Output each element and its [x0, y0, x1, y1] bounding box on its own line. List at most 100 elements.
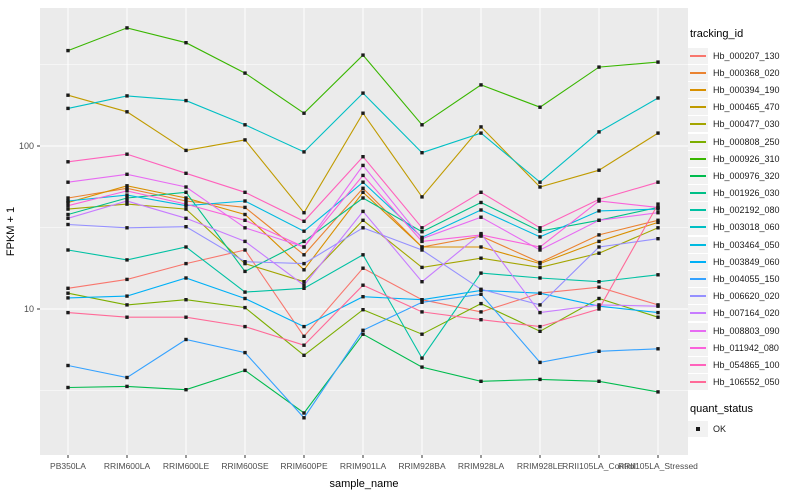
data-point: [125, 110, 129, 114]
x-tick-label: PB350LA: [50, 461, 86, 471]
data-point: [66, 180, 70, 184]
legend-key: [688, 288, 708, 305]
legend-key: [688, 271, 708, 288]
data-point: [538, 105, 542, 109]
data-point: [125, 152, 129, 156]
data-point: [66, 216, 70, 220]
legend-item-Hb_006620_020: Hb_006620_020: [688, 288, 800, 305]
legend-item-label: Hb_004055_150: [713, 274, 780, 285]
data-point: [479, 190, 483, 194]
data-point: [656, 218, 660, 222]
legend-swatch-line-icon: [690, 295, 706, 298]
data-point: [538, 324, 542, 329]
data-point: [184, 216, 188, 220]
data-point: [361, 190, 365, 194]
data-point: [597, 251, 601, 255]
data-point: [361, 332, 365, 336]
data-point: [597, 239, 601, 244]
legend-item-label: Hb_001926_030: [713, 188, 780, 199]
legend-key: [688, 236, 708, 253]
data-point: [361, 196, 365, 200]
data-point: [656, 211, 660, 215]
data-point: [420, 195, 424, 199]
data-point: [243, 239, 247, 244]
data-point: [361, 283, 365, 287]
data-point: [420, 245, 424, 249]
data-point: [361, 163, 365, 168]
legend-key: [688, 99, 708, 116]
data-point: [361, 155, 365, 159]
data-point: [66, 296, 70, 300]
data-point: [597, 65, 601, 69]
legend-key: [688, 202, 708, 219]
data-point: [66, 291, 70, 295]
legend-swatch-line-icon: [690, 71, 706, 74]
legend-key: [688, 322, 708, 339]
legend-swatch-line-icon: [690, 363, 706, 366]
data-point: [243, 123, 247, 127]
data-point: [420, 237, 424, 241]
data-point: [479, 379, 483, 383]
data-point: [184, 245, 188, 249]
data-point: [479, 83, 483, 87]
legend-item-label: Hb_007164_020: [713, 308, 780, 319]
legend-item-label: Hb_000394_190: [713, 84, 780, 95]
data-point: [597, 307, 601, 311]
data-point: [597, 379, 601, 383]
data-point: [243, 190, 247, 194]
legend-swatch-line-icon: [690, 226, 706, 229]
legend-key: [688, 150, 708, 167]
data-point: [479, 200, 483, 205]
data-point: [656, 315, 660, 319]
legend-swatch-line-icon: [690, 260, 706, 263]
data-point: [184, 190, 188, 194]
data-point: [243, 296, 247, 301]
data-point: [243, 218, 247, 222]
data-point: [597, 233, 601, 237]
legend-swatch-line-icon: [690, 192, 706, 195]
data-point: [66, 106, 70, 111]
x-tick-label: RRIM928BA: [398, 461, 446, 471]
legend-swatch-line-icon: [690, 157, 706, 160]
legend-swatch-line-icon: [690, 243, 706, 246]
data-point: [243, 226, 247, 230]
data-point: [66, 385, 70, 390]
data-point: [184, 298, 188, 302]
data-point: [184, 388, 188, 392]
filled-square-point-icon: [696, 427, 700, 432]
y-tick-label: 10: [24, 304, 34, 314]
data-point: [302, 261, 306, 266]
data-point: [361, 111, 365, 115]
data-point: [302, 283, 306, 287]
legend-item-Hb_003018_060: Hb_003018_060: [688, 219, 800, 236]
data-point: [66, 93, 70, 97]
x-axis-title: sample_name: [329, 478, 398, 490]
data-point: [420, 230, 424, 234]
data-point: [656, 205, 660, 210]
data-point: [302, 324, 306, 329]
data-point: [597, 168, 601, 172]
data-point: [125, 258, 129, 262]
data-point: [125, 94, 129, 98]
data-point: [361, 308, 365, 312]
data-point: [479, 271, 483, 275]
data-point: [656, 310, 660, 315]
legend-item-Hb_000808_250: Hb_000808_250: [688, 133, 800, 150]
data-point: [243, 368, 247, 373]
x-tick-label: RRIM928LA: [458, 461, 505, 471]
legend-item-label: Hb_054865_100: [713, 359, 780, 370]
data-point: [302, 343, 306, 347]
data-point: [361, 328, 365, 332]
data-point: [656, 237, 660, 241]
legend-key: [688, 116, 708, 133]
data-point: [125, 184, 129, 188]
quant-legend-item: OK: [688, 421, 800, 438]
data-point: [243, 290, 247, 294]
legend-key: [688, 219, 708, 236]
legend-item-Hb_007164_020: Hb_007164_020: [688, 305, 800, 322]
legend-item-Hb_000368_020: Hb_000368_020: [688, 64, 800, 81]
data-point: [125, 199, 129, 203]
data-point: [243, 324, 247, 329]
data-point: [656, 390, 660, 394]
